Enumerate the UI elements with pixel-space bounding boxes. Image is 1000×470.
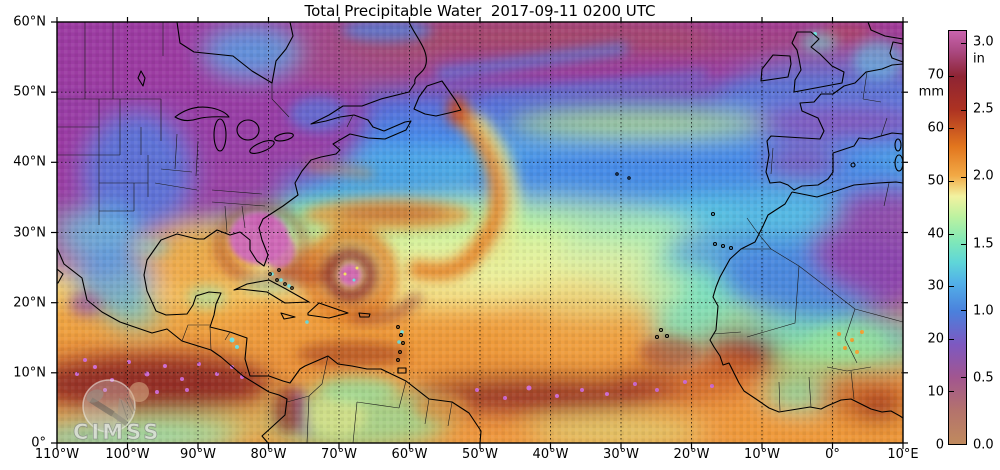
colorbar-tick-mm [949, 286, 954, 288]
colorbar-mm-label: 0 [935, 437, 944, 453]
colorbar-in-label: 1.5 [973, 236, 994, 252]
colorbar-mm-label: 60 [927, 120, 944, 136]
colorbar-in-unit: in [973, 51, 985, 67]
cimss-watermark: CIMSS [73, 379, 161, 444]
colorbar-in-scale: 3.0 in 2.5 2.0 1.5 1.0 0.5 0.0 [973, 30, 1000, 453]
colorbar-in-label: 3.0 [973, 34, 994, 50]
colorbar-in-label: 1.0 [973, 303, 994, 319]
lon-tick-label: 80°W [250, 447, 287, 462]
colorbar-mm-label: 40 [927, 226, 944, 242]
colorbar-mm-label: 70 [927, 67, 944, 83]
colorbar-mm-label: 20 [927, 331, 944, 347]
lat-tick-label: 0° [31, 435, 46, 451]
colorbar-mm-unit: mm [918, 84, 944, 100]
colorbar-mm-label: 10 [927, 384, 944, 400]
colorbar-mm-scale: 70 mm 60 50 40 30 20 10 0 [896, 30, 944, 452]
lon-tick-label: 20°W [673, 447, 710, 462]
lon-tick-label: 100°W [105, 447, 150, 462]
colorbar-tick-in [961, 310, 966, 312]
colorbar-mm-label: 30 [927, 278, 944, 294]
longitude-axis: 110°W 100°W 90°W 80°W 70°W 60°W 50°W 40°… [35, 447, 919, 465]
colorbar-tick-in [961, 176, 966, 178]
page-title: Total Precipitable Water 2017-09-11 0200… [304, 2, 656, 20]
coastlines [57, 22, 903, 443]
lat-tick-label: 10°N [13, 365, 46, 381]
colorbar-tick-mm [949, 233, 954, 235]
lon-tick-label: 50°W [462, 447, 498, 462]
lon-tick-label: 10°E [887, 447, 919, 462]
colorbar-tick-mm [949, 128, 954, 130]
lon-tick-label: 30°W [603, 447, 639, 462]
colorbar-tick-in [961, 109, 966, 111]
lon-tick-label: 60°W [391, 447, 428, 462]
colorbar-tick-mm [949, 391, 954, 393]
latitude-axis: 60°N 50°N 40°N 30°N 20°N 10°N 0° [0, 15, 50, 451]
tpw-map-canvas: CIMSS [51, 17, 908, 449]
axis-ticks-right [903, 21, 908, 444]
axis-ticks [51, 17, 908, 449]
lat-tick-label: 40°N [13, 154, 46, 170]
lat-tick-label: 30°N [13, 225, 46, 240]
colorbar-in-label: 2.0 [973, 168, 994, 184]
axis-ticks-top [56, 17, 904, 22]
lon-tick-label: 10°W [744, 447, 780, 462]
lon-tick-label: 70°W [321, 447, 357, 462]
colorbar-tick-mm [949, 338, 954, 340]
colorbar-mm-label: 50 [927, 173, 944, 189]
lon-tick-label: 0° [825, 447, 840, 462]
lon-tick-label: 110°W [34, 447, 80, 462]
tpw-map: CIMSS [51, 17, 908, 449]
lat-tick-label: 60°N [13, 14, 46, 30]
colorbar-in-label: 0.5 [973, 370, 994, 386]
colorbar-tick-mm [949, 180, 954, 182]
map-frame [56, 21, 904, 444]
graticule [57, 22, 903, 443]
colorbar-tick-mm [949, 75, 954, 77]
colorbar-tick-in [961, 243, 966, 245]
lon-tick-label: 90°W [180, 447, 216, 462]
colorbar-in-label: 2.5 [973, 101, 994, 117]
raster-texture [57, 22, 903, 443]
lon-tick-label: 40°W [532, 447, 569, 462]
political-borders [57, 22, 903, 443]
axis-ticks-left [51, 21, 57, 444]
lat-tick-label: 50°N [13, 84, 46, 100]
colorbar-in-label: 0.0 [973, 437, 994, 453]
colorbar-tick-in [961, 43, 966, 45]
axis-ticks-bottom [56, 443, 904, 449]
colorbar-tick-in [961, 377, 966, 379]
cimss-watermark-text: CIMSS [73, 420, 161, 444]
lat-tick-label: 20°N [13, 295, 46, 311]
colorbar-gradient [948, 30, 967, 445]
